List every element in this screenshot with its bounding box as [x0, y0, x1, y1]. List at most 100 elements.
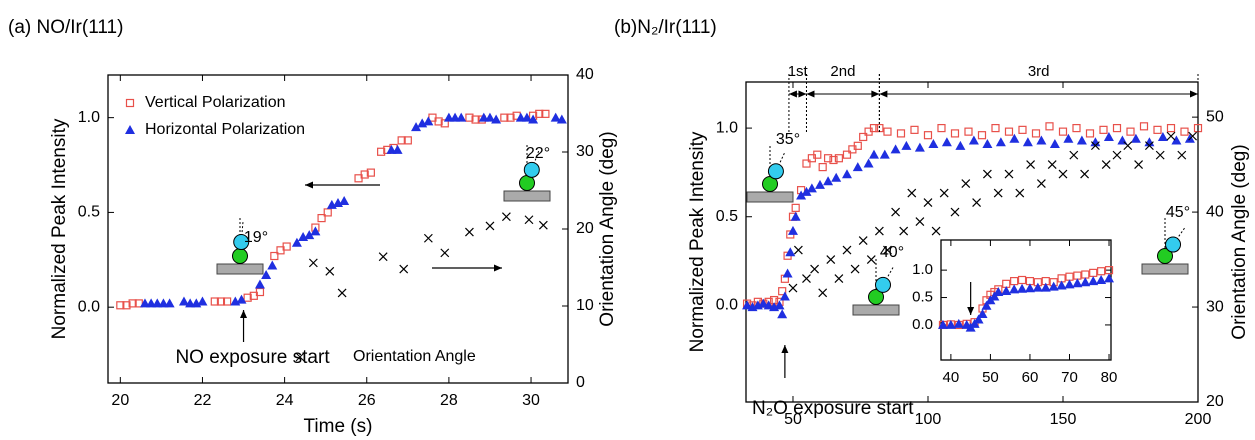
y2-axis-title: Orientation Angle (deg): [1229, 144, 1250, 339]
point: [834, 274, 844, 283]
point: [907, 188, 917, 198]
point: [1072, 123, 1081, 133]
point: [116, 301, 125, 310]
phase-label: 3rd: [1028, 63, 1050, 80]
legend-swatch: [125, 98, 135, 108]
point: [993, 188, 1003, 198]
point: [122, 301, 131, 310]
point: [928, 139, 939, 149]
point: [982, 169, 992, 179]
point: [915, 217, 925, 227]
point: [823, 176, 834, 186]
point: [1171, 135, 1182, 145]
point: [1036, 135, 1047, 145]
point: [883, 127, 892, 136]
point: [890, 144, 901, 154]
point: [961, 179, 971, 189]
arrow-head: [494, 264, 502, 272]
point: [1090, 137, 1101, 147]
arrow-head: [240, 310, 248, 318]
point: [991, 123, 1000, 133]
y-tick-label: 0.0: [912, 316, 933, 333]
point: [1058, 127, 1068, 136]
point: [964, 127, 973, 136]
point: [1157, 131, 1168, 141]
point: [556, 114, 567, 124]
point: [937, 123, 946, 133]
point: [842, 245, 852, 255]
point: [1009, 284, 1020, 294]
point: [1155, 150, 1165, 160]
point: [955, 140, 966, 150]
point: [914, 142, 925, 152]
point: [1144, 141, 1154, 151]
point: [403, 136, 412, 145]
y2-tick-label: 10: [576, 297, 594, 314]
point: [304, 230, 315, 240]
point: [977, 308, 988, 318]
x-tick-label: 26: [358, 392, 376, 409]
point: [790, 211, 801, 221]
point: [1024, 283, 1035, 293]
y-axis-title: Normalized Peak Intensity: [49, 118, 70, 339]
point: [1188, 131, 1198, 141]
point: [339, 196, 350, 206]
point: [423, 116, 434, 126]
plot-frame: [940, 239, 1112, 361]
legend-label: Orientation Angle: [353, 348, 476, 365]
point: [853, 141, 862, 150]
point: [500, 113, 509, 122]
point: [465, 113, 474, 122]
point: [1040, 282, 1051, 292]
y-axis-title: Normalized Peak Intensity: [687, 131, 708, 352]
point: [128, 299, 137, 308]
point: [950, 207, 960, 217]
point: [1076, 135, 1087, 145]
point: [868, 149, 879, 159]
substrate: [852, 304, 900, 316]
point: [850, 264, 860, 274]
x-tick-label: 50: [982, 369, 999, 386]
y2-tick-label: 30: [576, 143, 594, 160]
point: [1045, 122, 1054, 131]
point: [267, 260, 278, 270]
point: [896, 129, 906, 138]
arrow-head: [879, 90, 888, 98]
point: [779, 291, 790, 301]
point: [1126, 127, 1135, 136]
point: [399, 264, 409, 274]
point: [859, 132, 868, 142]
arrow-head: [1190, 90, 1198, 98]
point: [323, 208, 332, 217]
atom: [1165, 236, 1182, 253]
point: [1166, 131, 1176, 141]
point: [818, 288, 828, 298]
point: [1004, 127, 1014, 136]
point: [1026, 160, 1036, 170]
point: [440, 248, 450, 258]
point: [814, 179, 825, 189]
point: [243, 293, 252, 302]
point: [950, 129, 960, 138]
atom: [232, 248, 248, 264]
point: [197, 296, 208, 306]
point: [1058, 169, 1068, 179]
plot-frame: [107, 74, 569, 384]
substrate: [503, 190, 551, 202]
y2-tick-label: 0: [576, 374, 585, 391]
point: [1069, 150, 1079, 160]
point: [1049, 139, 1060, 149]
point: [1123, 141, 1133, 151]
point: [1036, 179, 1046, 189]
point: [164, 298, 175, 308]
point: [1080, 169, 1090, 179]
phase-label: 1st: [788, 63, 809, 80]
legend-label: Horizontal Polarization: [145, 121, 305, 138]
annotation: NO exposure start: [175, 347, 330, 368]
point: [977, 131, 987, 140]
point: [360, 170, 369, 179]
y-tick-label: 0.0: [78, 298, 100, 315]
point: [397, 136, 406, 145]
y2-tick-label: 50: [1206, 108, 1224, 125]
